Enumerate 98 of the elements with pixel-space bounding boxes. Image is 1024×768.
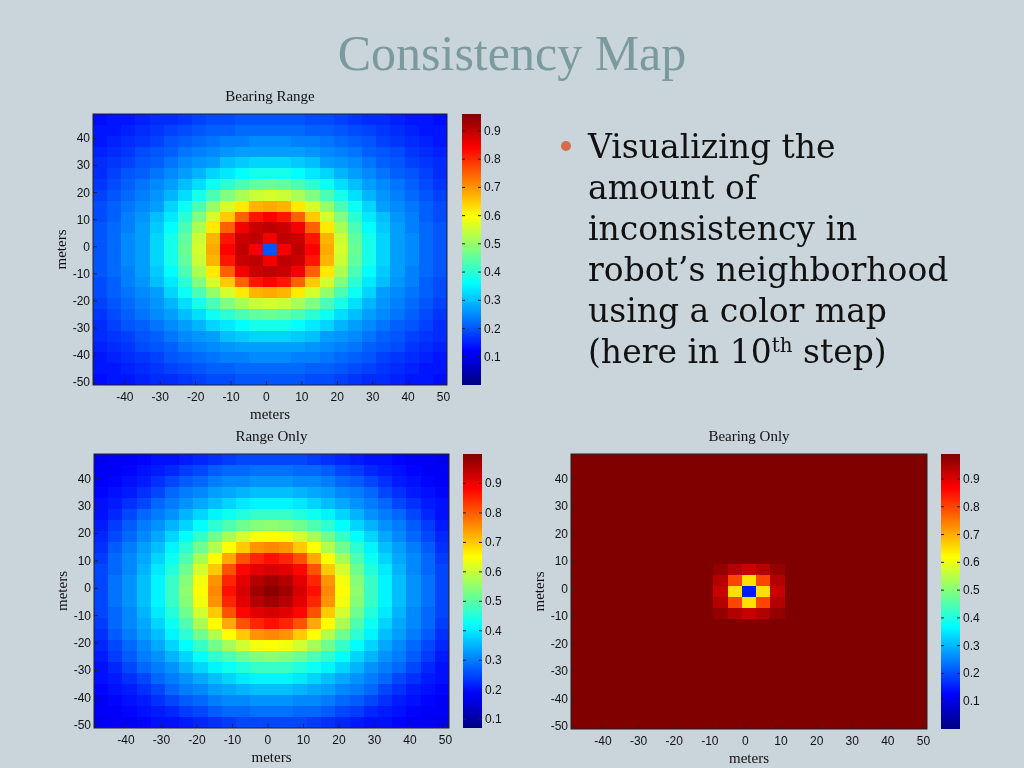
color-bar-label: 0.4: [485, 623, 503, 638]
x-tick-label: 20: [332, 733, 346, 747]
y-tick-label: -30: [72, 321, 91, 336]
color-bar-label: 0.5: [963, 583, 981, 598]
y-tick-label: 40: [77, 471, 92, 486]
y-tick-label: -20: [550, 636, 569, 651]
x-tick-label: -20: [186, 390, 205, 404]
color-bar-label: 0.7: [485, 535, 503, 550]
color-bar-label: 0.4: [963, 610, 981, 625]
x-tick-label: -10: [701, 734, 719, 748]
y-tick-label: 0: [83, 239, 91, 254]
y-tick-label: 30: [76, 158, 91, 173]
color-bar-label: 0.9: [485, 476, 503, 491]
x-tick-label: 10: [296, 733, 311, 747]
y-tick-label: -40: [72, 348, 91, 363]
y-tick-label: -40: [73, 690, 92, 705]
color-bar-label: 0.2: [963, 666, 981, 681]
y-tick-label: 10: [77, 553, 92, 568]
x-tick-label: -40: [117, 733, 135, 747]
y-tick-label: -50: [72, 375, 91, 390]
x-tick-label: -10: [222, 390, 241, 404]
x-tick-label: -40: [594, 734, 613, 748]
x-tick-label: 0: [264, 733, 272, 747]
x-tick-label: 50: [916, 734, 931, 748]
chart-title: Range Only: [235, 428, 309, 444]
color-bar-label: 0.3: [963, 638, 981, 653]
y-tick-label: -40: [550, 691, 569, 706]
y-tick-label: 10: [554, 554, 569, 569]
color-bar-label: 0.3: [485, 653, 503, 668]
x-tick-label: 30: [367, 733, 382, 747]
color-bar-label: 0.8: [963, 499, 981, 514]
color-bar-label: 0.5: [484, 236, 502, 251]
x-tick-label: -30: [151, 390, 170, 404]
y-tick-label: 40: [554, 471, 569, 486]
x-tick-label: 50: [436, 390, 451, 404]
y-axis-title: meters: [54, 570, 70, 611]
x-axis-title: meters: [729, 750, 770, 766]
x-tick-label: 0: [742, 734, 750, 748]
x-tick-label: 30: [365, 390, 380, 404]
y-tick-label: -50: [550, 719, 569, 734]
y-tick-label: -20: [72, 293, 91, 308]
y-axis-title: meters: [53, 229, 69, 270]
x-tick-label: -30: [152, 733, 171, 747]
chart-title: Bearing Only: [708, 428, 791, 444]
color-bar-label: 0.6: [485, 564, 503, 579]
x-tick-label: -30: [629, 734, 648, 748]
x-tick-label: -40: [116, 390, 134, 404]
y-tick-label: 20: [77, 526, 92, 541]
color-bar-label: 0.5: [485, 594, 503, 609]
color-bar-label: 0.7: [484, 180, 502, 195]
x-tick-label: 40: [881, 734, 895, 748]
y-tick-label: -10: [550, 609, 569, 624]
y-tick-label: 20: [554, 526, 569, 541]
y-tick-label: 0: [84, 581, 92, 596]
x-tick-label: 10: [774, 734, 789, 748]
color-bar-label: 0.2: [485, 682, 503, 697]
y-tick-label: -10: [72, 266, 91, 281]
color-bar-label: 0.1: [963, 694, 981, 709]
text: Visualizing the amount of inconsistency in robot’s neighborhood using a color map (here in 10$^{th}$ step): [588, 127, 949, 371]
y-tick-label: -30: [73, 663, 92, 678]
y-tick-label: 20: [76, 185, 91, 200]
color-bar-label: 0.6: [963, 555, 981, 570]
y-tick-label: 0: [561, 581, 569, 596]
color-bar-label: 0.9: [484, 123, 502, 138]
chart-title: Bearing Range: [225, 88, 316, 104]
y-tick-label: 30: [77, 499, 92, 514]
color-bar-label: 0.9: [963, 472, 981, 486]
x-axis-title: meters: [250, 406, 291, 422]
x-tick-label: 50: [438, 733, 453, 747]
x-axis-title: meters: [251, 749, 292, 765]
y-tick-label: 30: [554, 499, 569, 514]
x-tick-label: 0: [263, 390, 271, 404]
y-tick-label: -30: [550, 664, 569, 679]
y-tick-label: -10: [73, 608, 92, 623]
x-tick-label: -20: [188, 733, 206, 747]
color-bar-label: 0.1: [484, 349, 502, 364]
color-bar-label: 0.8: [484, 152, 502, 167]
text: Consistency Map: [337, 25, 687, 81]
x-tick-label: 20: [809, 734, 824, 748]
x-tick-label: -10: [223, 733, 242, 747]
color-bar-label: 0.7: [963, 527, 981, 542]
y-tick-label: -20: [73, 636, 92, 651]
x-tick-label: 10: [295, 390, 309, 404]
color-bar-label: 0.2: [484, 321, 502, 336]
x-tick-label: 40: [401, 390, 416, 404]
color-bar-label: 0.4: [484, 265, 502, 280]
color-bar-label: 0.3: [484, 293, 502, 308]
color-bar-label: 0.8: [485, 505, 503, 520]
y-tick-label: 10: [76, 212, 91, 227]
x-tick-label: -20: [665, 734, 684, 748]
x-tick-label: 20: [330, 390, 345, 404]
color-bar-label: 0.1: [485, 712, 503, 727]
color-bar-label: 0.6: [484, 208, 502, 223]
y-tick-label: -50: [73, 718, 92, 733]
x-tick-label: 40: [403, 733, 417, 747]
y-axis-title: meters: [531, 571, 547, 612]
y-tick-label: 40: [76, 131, 91, 146]
x-tick-label: 30: [845, 734, 860, 748]
